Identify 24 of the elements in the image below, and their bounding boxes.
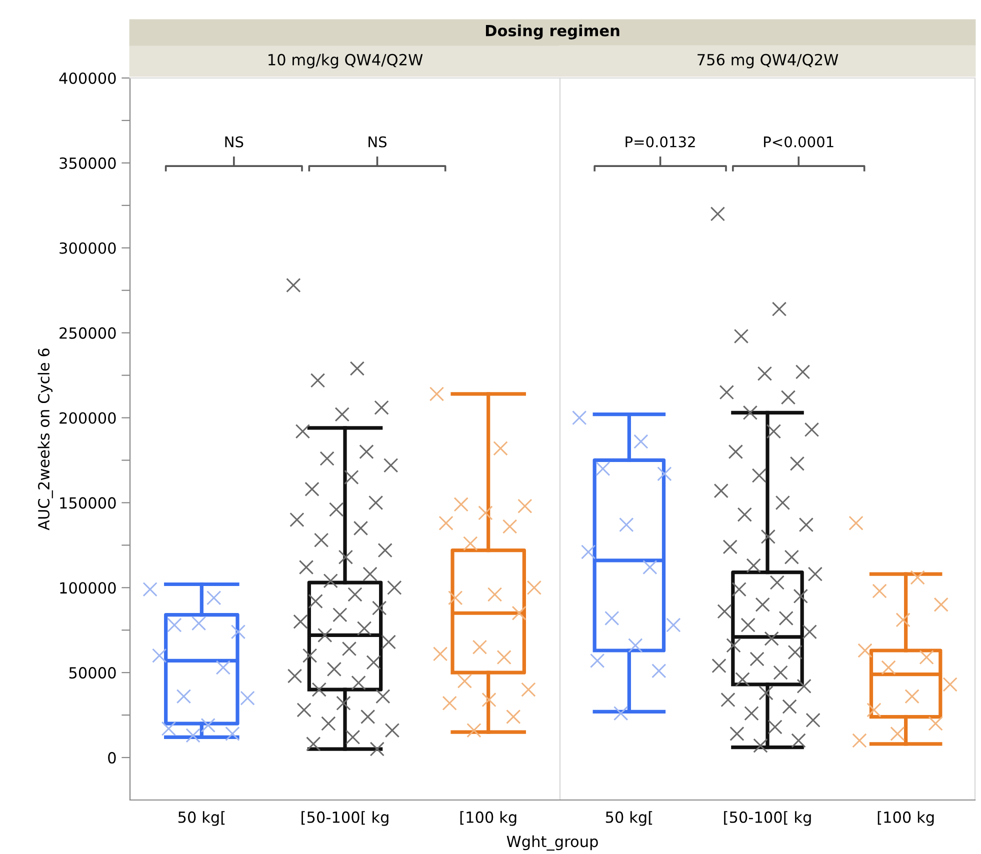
annotation: NS — [225, 136, 244, 148]
annotation: NS — [368, 136, 387, 148]
chart-subtitle: 756 mg QW4/Q2W — [698, 54, 838, 68]
x-tick-label: 50 kg[ — [606, 811, 652, 826]
annotation: P=0.0132 — [626, 136, 695, 148]
chart-subtitle: 10 mg/kg QW4/Q2W — [268, 54, 423, 68]
x-tick-label: [100 kg — [878, 811, 934, 826]
y-axis-title: AUC_2weeks on Cycle 6 — [38, 348, 53, 530]
y-tick-label: 200000 — [60, 412, 116, 424]
annotation: P<0.0001 — [764, 136, 834, 148]
y-tick-label: 400000 — [59, 72, 116, 84]
x-axis-title: Wght_group — [506, 835, 598, 851]
y-tick-label: 250000 — [60, 327, 116, 339]
y-tick-label: 0 — [108, 752, 116, 764]
x-tick-label: [50-100[ kg — [724, 811, 811, 826]
y-tick-label: 300000 — [60, 242, 116, 254]
y-tick-label: 150000 — [60, 497, 116, 509]
y-tick-label: 50000 — [69, 667, 116, 679]
y-tick-label: 100000 — [60, 582, 116, 594]
x-tick-label: 50 kg[ — [178, 811, 225, 826]
chart-title: Dosing regimen — [486, 24, 620, 40]
x-tick-label: [100 kg — [460, 811, 516, 826]
y-tick-label: 350000 — [60, 157, 116, 169]
x-tick-label: [50-100[ kg — [302, 811, 388, 826]
